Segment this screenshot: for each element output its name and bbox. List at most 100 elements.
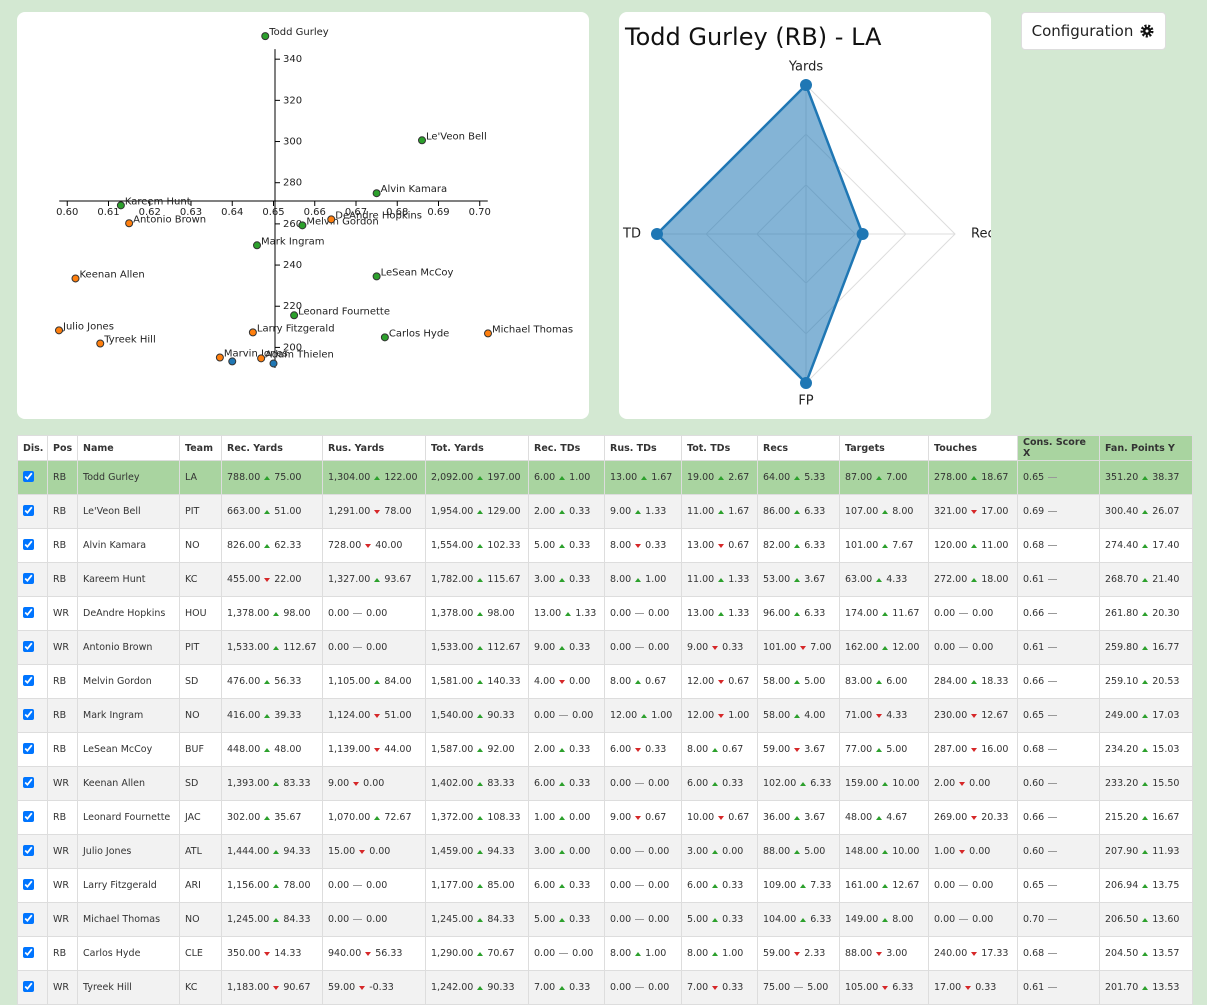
stat-cell: 88.00 3.00 [839,936,929,971]
checkbox[interactable] [23,504,34,516]
config-button[interactable]: Configuration [1021,12,1166,50]
stat-cell: 940.00 56.33 [322,936,426,971]
radar-point [856,228,869,240]
stat-cell: 77.00 5.00 [839,732,929,767]
x-tick-label: 0.66 [304,207,326,218]
checkbox[interactable] [23,470,34,482]
stat-value: 0.00 [534,948,556,959]
checkbox[interactable] [23,708,34,720]
trend-icon [1142,679,1149,684]
stat-value: 162.00 [845,642,879,653]
stat-value: 234.20 [1105,744,1139,755]
stat-value: 88.00 [845,948,873,959]
stat-value: 1,105.00 [328,676,371,687]
checkbox[interactable] [23,878,34,890]
checkbox[interactable] [23,572,34,584]
trend-icon [635,543,642,548]
point-label: Kareem Hunt [125,196,191,207]
point-label: Michael Thomas [492,324,573,335]
cell-pos: RB [47,664,78,699]
stat-cell: 15.00 0.00 [322,834,426,869]
stat-cell: 0.68 [1017,732,1100,767]
trend-icon [477,543,484,548]
stat-change: 102.33 [487,540,521,551]
stat-cell: 12.00 1.00 [681,698,758,733]
stat-change: 44.00 [384,744,412,755]
trend-icon [559,747,566,752]
trend-icon [264,815,271,820]
stat-change: 0.67 [728,812,750,823]
stat-cell: 0.66 [1017,800,1100,835]
cell-name: Keenan Allen [77,766,180,801]
stat-change: 4.00 [804,710,826,721]
stat-value: 10.00 [687,812,715,823]
checkbox[interactable] [23,640,34,652]
stat-value: 15.00 [328,846,356,857]
stat-value: 1,139.00 [328,744,371,755]
checkbox[interactable] [23,776,34,788]
stat-cell: 0.00 0.00 [528,698,605,733]
trend-icon [559,985,566,990]
stat-value: 201.70 [1105,982,1139,993]
checkbox[interactable] [23,912,34,924]
stat-cell: 8.00 1.00 [604,936,682,971]
trend-icon [353,613,363,614]
trend-icon [635,951,642,956]
cell-pos: WR [47,766,78,801]
stat-change: 122.00 [384,472,418,483]
stat-cell: 13.00 1.33 [528,596,605,631]
stat-cell: 4.00 0.00 [528,664,605,699]
trend-icon [1048,885,1058,886]
trend-icon [559,953,569,954]
checkbox[interactable] [23,946,34,958]
stat-value: 11.00 [687,506,715,517]
checkbox[interactable] [23,810,34,822]
stat-cell: 0.00 0.00 [604,834,682,869]
stat-value: 0.68 [1023,948,1045,959]
trend-icon [794,713,801,718]
stat-value: 8.00 [687,744,709,755]
point [298,221,307,230]
stat-cell: 1,070.00 72.67 [322,800,426,835]
stat-change: -0.33 [369,982,394,993]
stat-value: 148.00 [845,846,879,857]
stat-value: 3.00 [534,846,556,857]
stat-value: 0.00 [534,710,556,721]
stat-value: 2.00 [534,744,556,755]
checkbox[interactable] [23,742,34,754]
stat-value: 1,554.00 [431,540,474,551]
trend-icon [635,647,645,648]
stat-cell: 1,327.00 93.67 [322,562,426,597]
table-row: WR Larry Fitzgerald ARI 1,156.00 78.00 0.00 0.… [17,868,1193,903]
stat-cell: 6.00 0.33 [604,732,682,767]
checkbox[interactable] [23,980,34,992]
stat-cell: 455.00 22.00 [221,562,323,597]
stat-value: 0.00 [610,982,632,993]
stat-cell: 6.00 0.33 [681,766,758,801]
trend-icon [559,815,566,820]
trend-icon [359,985,366,990]
checkbox[interactable] [23,606,34,618]
checkbox[interactable] [23,674,34,686]
stat-value: 1,459.00 [431,846,474,857]
stat-change: 4.33 [886,710,908,721]
stat-change: 18.00 [981,574,1009,585]
stat-change: 38.37 [1152,472,1180,483]
axis-label: FP [798,394,813,409]
checkbox[interactable] [23,844,34,856]
table-row: RB Todd Gurley LA 788.00 75.00 1,304.00 122.00… [17,460,1193,495]
stat-change: 0.00 [969,778,991,789]
stat-change: 0.00 [369,846,391,857]
cell [17,664,48,699]
trend-icon [876,951,883,956]
stat-cell: 5.00 0.33 [528,902,605,937]
column-header: Team [179,435,222,461]
trend-icon [559,679,566,684]
stat-cell: 206.94 13.75 [1099,868,1193,903]
stat-change: 1.00 [651,710,673,721]
stat-value: 0.00 [328,880,350,891]
stat-value: 13.00 [687,608,715,619]
checkbox[interactable] [23,538,34,550]
stat-cell: 201.70 13.53 [1099,970,1193,1005]
stat-cell: 1,444.00 94.33 [221,834,323,869]
